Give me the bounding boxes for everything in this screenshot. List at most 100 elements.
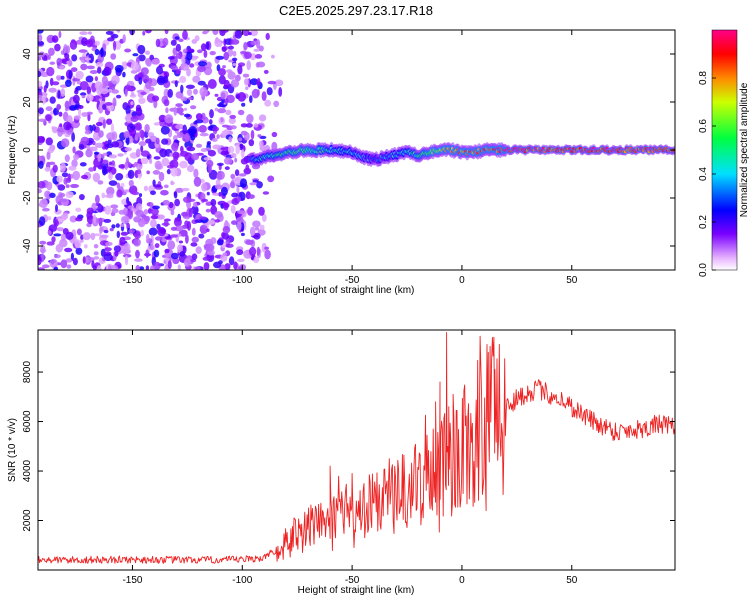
y-tick-label: 2000 <box>22 509 33 532</box>
noise-blob <box>138 54 146 62</box>
noise-blob <box>221 46 227 52</box>
noise-blob <box>195 143 203 148</box>
noise-blob <box>230 125 237 130</box>
noise-blob <box>127 169 135 179</box>
noise-blob <box>155 236 163 241</box>
noise-blob <box>106 193 114 199</box>
noise-blob <box>54 219 59 227</box>
noise-blob <box>267 80 277 85</box>
noise-blob <box>113 245 121 253</box>
noise-blob <box>182 30 188 40</box>
noise-blob <box>169 152 174 157</box>
noise-blob <box>102 119 106 129</box>
noise-blob <box>145 249 149 258</box>
noise-blob <box>79 162 87 167</box>
noise-blob <box>60 88 66 97</box>
noise-blob <box>45 80 49 89</box>
noise-blob <box>75 217 83 222</box>
noise-blob <box>271 131 278 138</box>
noise-blob <box>38 34 43 42</box>
noise-blob <box>214 219 221 223</box>
noise-blob <box>137 44 146 55</box>
noise-blob <box>114 64 124 73</box>
noise-blob <box>197 65 206 73</box>
noise-blob <box>171 252 179 260</box>
x-tick-label: -150 <box>122 575 142 586</box>
noise-blob <box>56 57 62 67</box>
noise-blob <box>170 167 178 177</box>
noise-blob <box>229 114 237 119</box>
noise-blob <box>105 30 114 35</box>
colorbar-tick-label: 0.0 <box>698 263 709 277</box>
noise-blob <box>80 136 90 145</box>
noise-blob <box>232 63 237 66</box>
noise-blob <box>70 184 80 188</box>
noise-blob <box>232 50 237 57</box>
noise-blob <box>187 96 193 100</box>
x-tick-label: 0 <box>459 275 465 286</box>
noise-blob <box>179 251 186 257</box>
noise-blob <box>48 47 55 56</box>
noise-blob <box>155 38 161 48</box>
noise-blob <box>220 147 226 151</box>
noise-blob <box>93 244 99 249</box>
noise-blob <box>183 107 188 111</box>
noise-blob <box>68 165 77 171</box>
noise-blob <box>145 138 152 144</box>
noise-blob <box>110 204 119 209</box>
noise-blob <box>224 98 229 105</box>
noise-blob <box>240 149 245 158</box>
noise-blob <box>165 107 169 114</box>
noise-blob <box>139 266 145 270</box>
noise-blob <box>212 126 220 132</box>
noise-blob <box>97 66 102 74</box>
noise-blob <box>135 265 141 270</box>
noise-blob <box>193 121 198 125</box>
noise-blob <box>263 69 269 74</box>
noise-blob <box>184 132 190 142</box>
noise-blob <box>83 244 88 249</box>
noise-blob <box>136 169 142 175</box>
noise-blob <box>62 212 69 220</box>
noise-blob <box>138 97 146 104</box>
noise-blob <box>111 33 119 39</box>
noise-blob <box>125 113 133 124</box>
y-tick-label: 6000 <box>22 410 33 433</box>
noise-blob <box>258 114 267 122</box>
noise-blob <box>116 189 123 198</box>
noise-blob <box>180 96 188 102</box>
noise-blob <box>58 198 68 203</box>
noise-blob <box>230 205 236 214</box>
noise-blob <box>38 267 46 270</box>
noise-blob <box>179 75 187 84</box>
noise-blob <box>190 242 198 247</box>
noise-blob <box>93 214 97 224</box>
noise-blob <box>158 114 167 123</box>
noise-blob <box>133 216 142 223</box>
noise-blob <box>105 102 113 106</box>
noise-blob <box>185 234 189 244</box>
noise-blob <box>75 70 84 80</box>
noise-blob <box>59 123 63 128</box>
noise-blob <box>103 226 107 231</box>
noise-blob <box>76 228 82 236</box>
noise-blob <box>40 198 48 209</box>
noise-blob <box>203 49 208 58</box>
noise-blob <box>212 30 219 36</box>
noise-blob <box>215 184 223 190</box>
noise-blob <box>206 228 210 232</box>
noise-blob <box>221 232 226 238</box>
spectrogram-x-label: Height of straight line (km) <box>298 285 415 296</box>
noise-blob <box>156 214 165 220</box>
noise-blob <box>212 144 221 150</box>
noise-blob <box>110 123 115 133</box>
noise-blob <box>157 226 166 237</box>
noise-blob <box>61 172 69 178</box>
noise-blob <box>186 146 196 152</box>
noise-blob <box>201 183 208 192</box>
noise-blob <box>85 124 90 132</box>
noise-blob <box>242 30 250 37</box>
noise-blob <box>140 157 149 165</box>
noise-blob <box>133 161 138 167</box>
noise-blob <box>200 225 208 229</box>
